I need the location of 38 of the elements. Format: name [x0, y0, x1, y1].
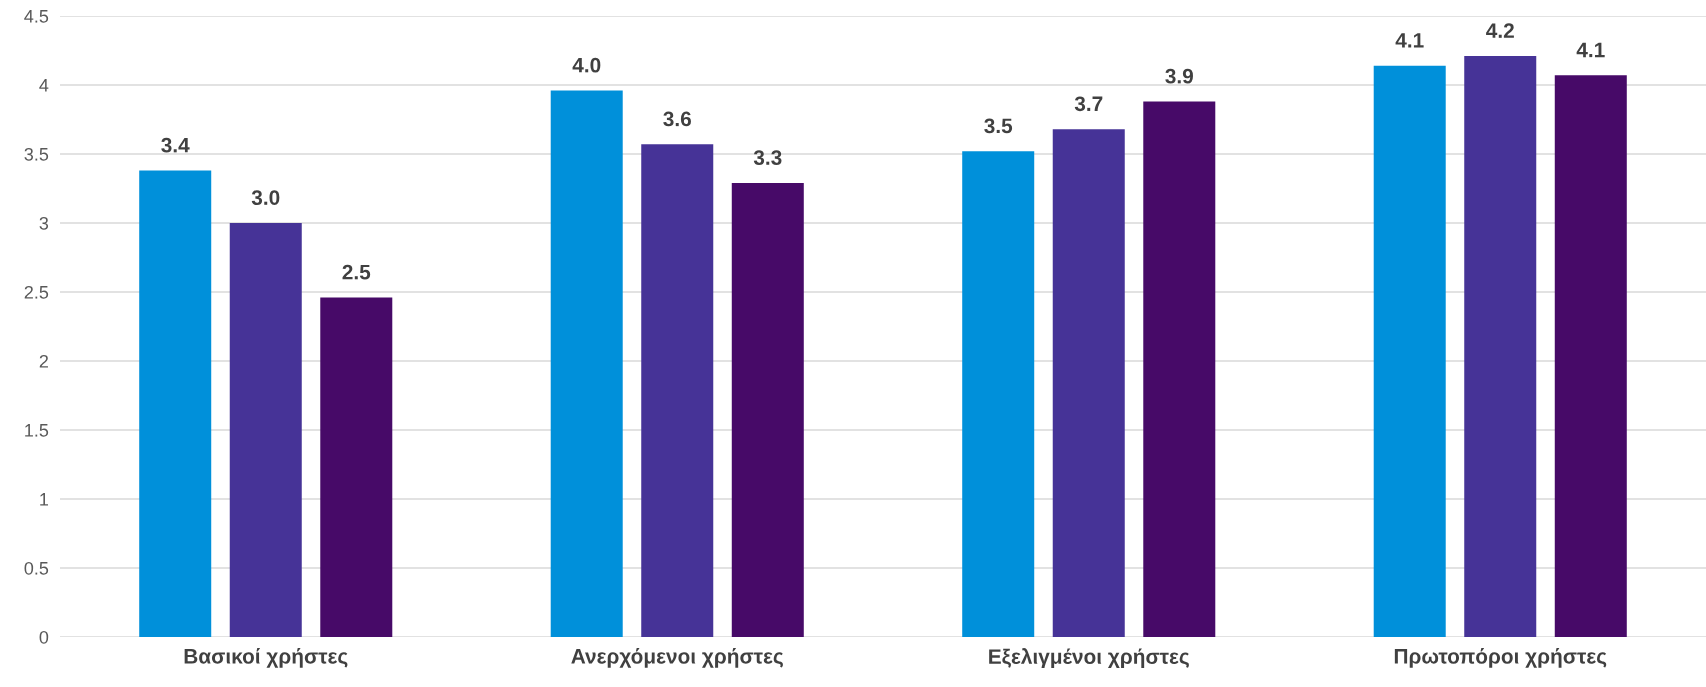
x-tick-label: Εξελιγμένοι χρήστες [989, 648, 1189, 669]
y-tick-label: 4 [39, 79, 49, 92]
bar [1373, 65, 1446, 637]
bar [1464, 56, 1537, 637]
x-tick-label: Ανερχόμενοι χρήστες [571, 648, 783, 668]
data-label: 4.1 [1395, 33, 1424, 48]
bar [550, 90, 623, 637]
x-tick-label: Βασικοί χρήστες [184, 648, 348, 668]
y-tick-label: 0 [39, 630, 49, 644]
data-label: 4.1 [1576, 42, 1605, 58]
y-tick-label: 3.5 [24, 147, 49, 161]
data-label: 3.7 [1074, 96, 1103, 112]
data-label: 3.6 [663, 111, 691, 127]
y-tick-label: 0.5 [24, 561, 49, 575]
data-label: 4.0 [572, 57, 601, 73]
data-label: 3.3 [753, 150, 782, 165]
bar [641, 144, 714, 637]
bar [1554, 75, 1627, 637]
bar [139, 170, 212, 637]
data-label: 3.9 [1165, 68, 1193, 84]
y-tick-label: 3 [39, 216, 49, 230]
bar [962, 151, 1035, 637]
y-tick-label: 1.5 [25, 424, 49, 437]
data-label: 2.5 [342, 264, 371, 280]
data-label: 3.5 [984, 118, 1013, 134]
data-label: 3.4 [161, 137, 190, 153]
x-tick-label: Πρωτοπόροι χρήστες [1394, 648, 1607, 668]
bar [320, 297, 393, 637]
y-tick-label: 2.5 [24, 285, 49, 299]
y-tick-label: 4.5 [24, 10, 49, 23]
bar [229, 223, 302, 637]
bar [1143, 101, 1216, 637]
data-label: 3.0 [251, 190, 280, 206]
bar [731, 182, 804, 637]
y-tick-label: 2 [39, 354, 48, 368]
bar [1052, 129, 1125, 637]
y-tick-label: 1 [40, 493, 49, 506]
data-label: 4.2 [1486, 23, 1514, 38]
